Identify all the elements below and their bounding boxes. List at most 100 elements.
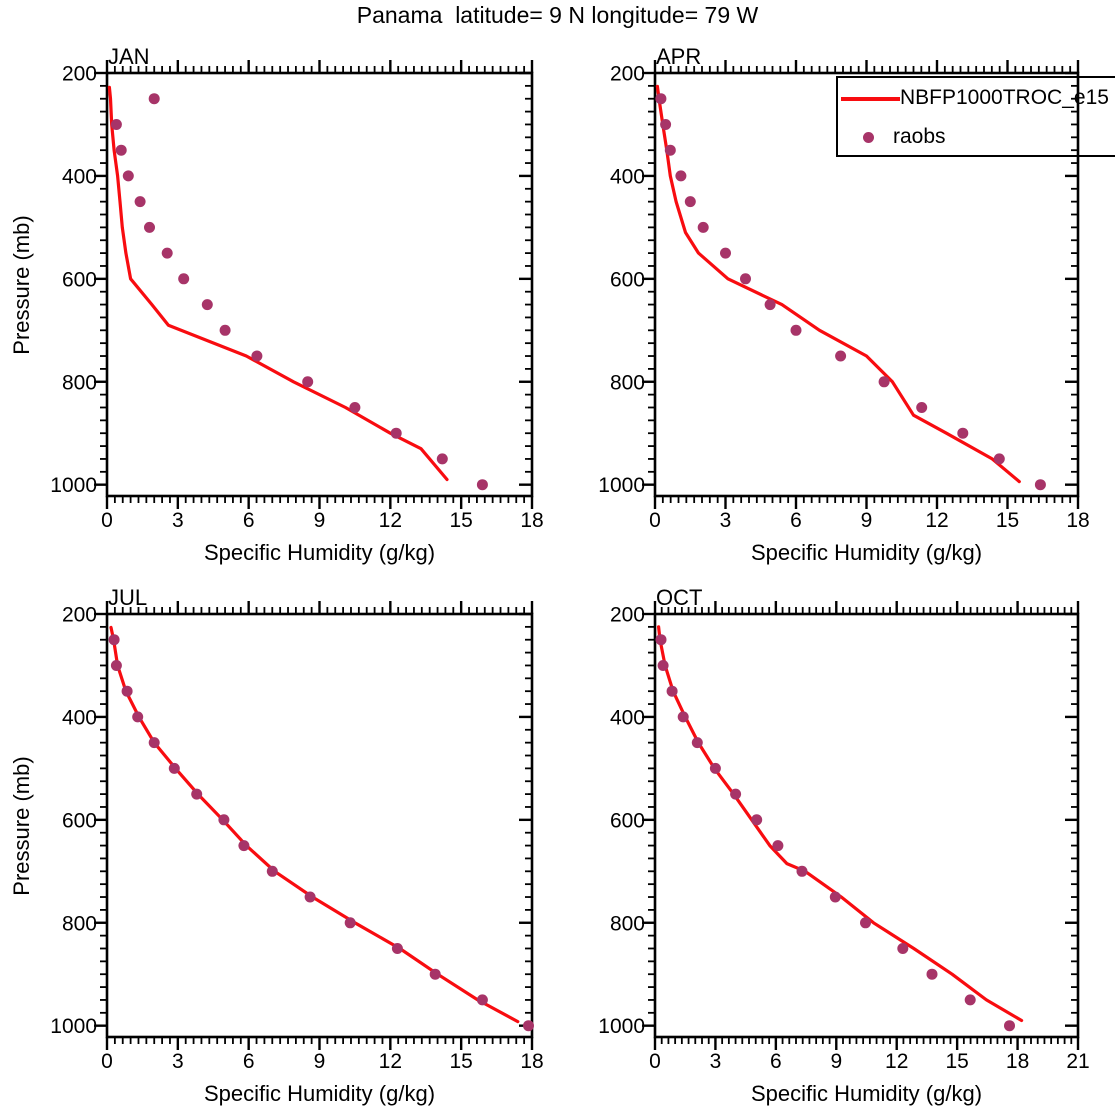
raobs-dot: [436, 453, 448, 465]
raobs-dot: [664, 144, 676, 156]
raobs-dot: [429, 968, 441, 980]
y-tick-label: 800: [610, 912, 645, 935]
raobs-dot: [829, 891, 841, 903]
raobs-dot: [132, 711, 144, 723]
raobs-dot: [740, 273, 751, 285]
x-tick-label: 0: [649, 509, 661, 532]
model-line-swatch: [841, 97, 900, 101]
raobs-dot: [684, 196, 696, 208]
raobs-dot: [657, 660, 669, 671]
apr-x-tick-labels: 0 3 6 9 12 15 18: [649, 509, 1090, 532]
x-tick-label: 18: [520, 509, 543, 532]
legend: NBFP1000TROC_e15 raobs: [836, 76, 1115, 157]
raobs-dot: [964, 994, 976, 1006]
raobs-dot: [1034, 479, 1046, 491]
jan-x-tick-labels: 0 3 6 9 12 15 18: [101, 509, 544, 532]
oct-frame: [653, 612, 1080, 1039]
x-tick-label: 0: [101, 1050, 113, 1073]
jul-x-ticks: [105, 601, 534, 1050]
x-axis-title-oct: Specific Humidity (g/kg): [750, 1081, 983, 1106]
raobs-dot: [251, 350, 263, 362]
raobs-dot: [304, 891, 316, 903]
y-tick-label: 600: [62, 268, 97, 291]
raobs-dot: [957, 427, 969, 439]
y-tick-label: 400: [62, 165, 97, 188]
raobs-dot: [897, 943, 909, 954]
x-tick-label: 6: [243, 1050, 255, 1073]
raobs-dot: [110, 660, 122, 671]
panel-title-apr: APR: [656, 44, 702, 69]
raobs-dot: [178, 273, 190, 285]
x-axis-title-apr: Specific Humidity (g/kg): [750, 540, 983, 565]
x-tick-label: 6: [790, 509, 802, 532]
x-tick-label: 12: [885, 1050, 908, 1073]
jul-raobs-points: [108, 634, 534, 1032]
y-tick-label: 400: [610, 706, 645, 729]
raobs-dot: [764, 299, 776, 311]
raobs-dot: [161, 247, 173, 259]
y-tick-label: 600: [62, 809, 97, 832]
raobs-dot: [666, 685, 678, 697]
raobs-dot: [1004, 1020, 1015, 1032]
y-tick-label: 200: [610, 63, 645, 86]
x-tick-label: 9: [314, 1050, 326, 1073]
raobs-dot: [916, 402, 928, 413]
x-tick-label: 3: [720, 509, 732, 532]
raobs-dot: [191, 788, 203, 800]
jul-frame: [105, 612, 534, 1039]
raobs-dot: [993, 453, 1005, 465]
raobs-dot: [655, 634, 667, 646]
oct-raobs-points: [655, 634, 1015, 1032]
x-tick-label: 15: [449, 1050, 472, 1073]
y-tick-label: 400: [62, 706, 97, 729]
y-axis-title-bottom-row: Pressure (mb): [9, 756, 34, 896]
x-tick-label: 18: [520, 1050, 543, 1073]
oct-model-line: [656, 625, 1024, 1023]
oct-x-ticks: [653, 601, 1080, 1050]
raobs-dot: [390, 427, 402, 439]
raobs-dot: [344, 917, 356, 929]
y-tick-label: 800: [62, 912, 97, 935]
y-tick-label: 200: [62, 604, 97, 627]
raobs-dot: [523, 1020, 534, 1032]
raobs-dot: [349, 402, 361, 413]
jan-y-tick-labels: 200 400 600 800 1000: [50, 63, 97, 498]
panel-title-oct: OCT: [656, 585, 703, 610]
raobs-dot: [926, 968, 938, 980]
raobs-dot: [218, 814, 230, 826]
raobs-dot: [691, 737, 703, 749]
raobs-dot: [476, 479, 488, 491]
y-tick-label: 1000: [598, 474, 645, 497]
y-axis-title-top-row: Pressure (mb): [9, 215, 34, 355]
x-tick-label: 6: [243, 509, 255, 532]
raobs-dot: [238, 840, 250, 852]
y-tick-label: 600: [610, 268, 645, 291]
page-title: Panama latitude= 9 N longitude= 79 W: [356, 2, 759, 28]
x-tick-label: 6: [770, 1050, 782, 1073]
raobs-dot: [201, 299, 213, 311]
raobs-dot: [730, 788, 742, 800]
raobs-dot: [134, 196, 146, 208]
y-tick-label: 800: [610, 371, 645, 394]
jul-y-ticks: [94, 612, 532, 1027]
raobs-dot: [772, 840, 784, 852]
oct-x-tick-labels: 0 3 6 9 12 15 18 21: [649, 1050, 1090, 1073]
apr-y-tick-labels: 200 400 600 800 1000: [598, 63, 645, 498]
oct-y-ticks: [642, 612, 1078, 1027]
raobs-dot: [476, 994, 488, 1006]
raobs-dot: [266, 865, 278, 877]
raobs-dot: [391, 943, 403, 954]
x-tick-label: 0: [649, 1050, 661, 1073]
x-axis-title-jan: Specific Humidity (g/kg): [203, 540, 436, 565]
raobs-dot-swatch: [863, 132, 874, 143]
raobs-dot: [860, 917, 871, 929]
x-tick-label: 3: [172, 1050, 184, 1073]
jan-model-line: [107, 85, 449, 482]
raobs-dot: [110, 119, 122, 130]
y-tick-label: 200: [610, 604, 645, 627]
raobs-dot: [115, 144, 127, 156]
jan-frame: [105, 71, 534, 498]
y-tick-label: 1000: [50, 1015, 97, 1038]
